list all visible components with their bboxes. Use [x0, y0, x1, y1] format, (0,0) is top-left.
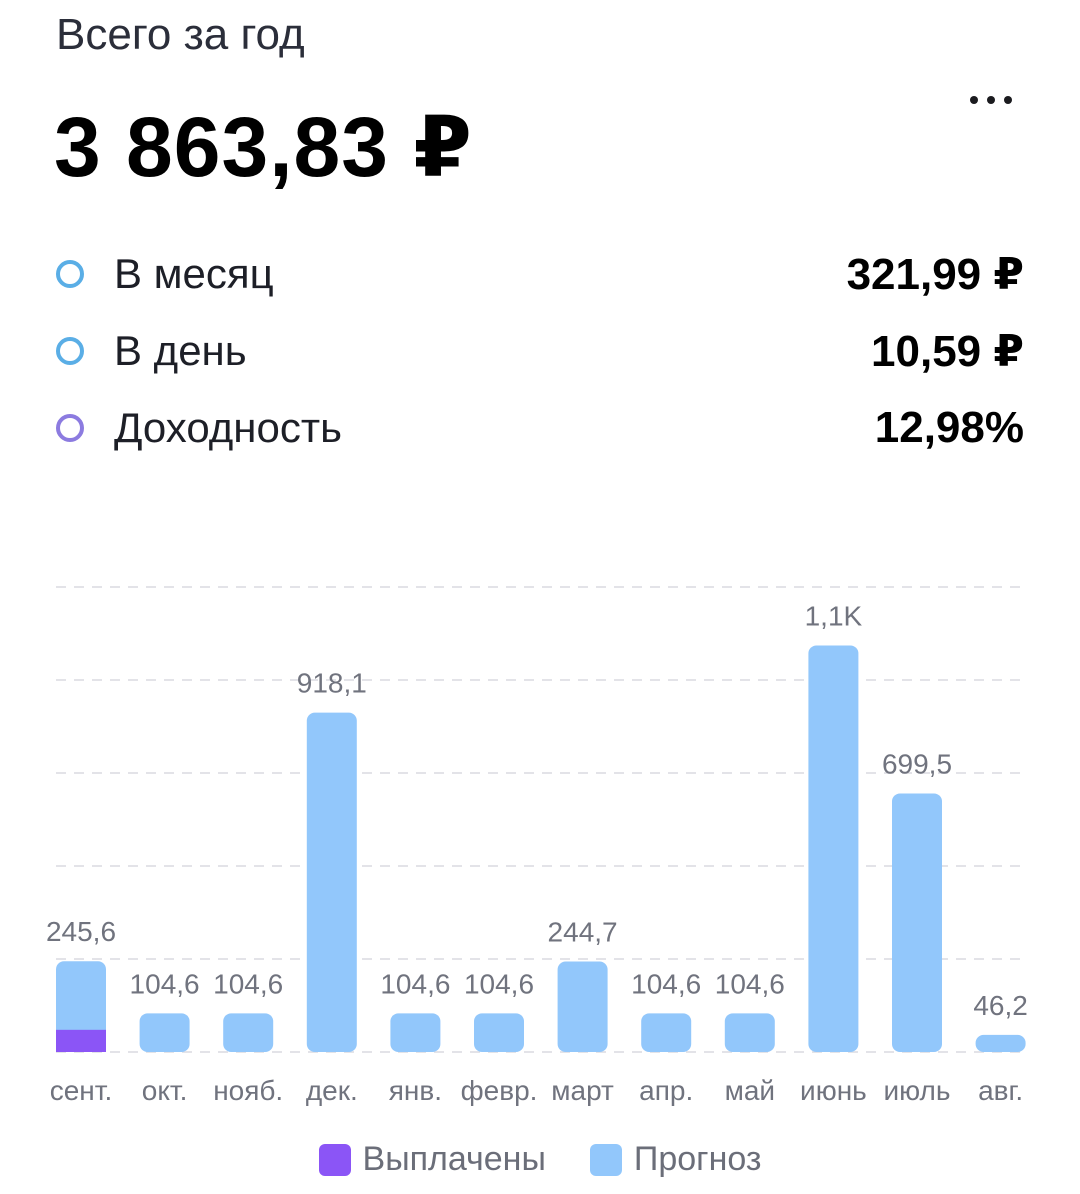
bar-forecast: [808, 645, 859, 1052]
bar-forecast: [724, 1013, 775, 1052]
data-label: 918,1: [297, 668, 367, 699]
data-label: 104,6: [130, 968, 200, 999]
legend-swatch-paid: [318, 1143, 351, 1176]
data-label: 699,5: [882, 748, 952, 779]
data-label: 46,2: [973, 990, 1028, 1021]
x-tick-label: нояб.: [213, 1075, 283, 1106]
dividend-bar-chart: 245,6 сент. 104,6 окт. 104,6 нояб. 918,1 дек. 10…: [46, 586, 1028, 1106]
data-label: 104,6: [380, 968, 450, 999]
more-options-button[interactable]: [952, 80, 1030, 120]
data-label: 104,6: [213, 968, 283, 999]
stat-value: 12,98%: [874, 403, 1024, 452]
bar-forecast: [474, 1013, 524, 1052]
ring-icon: [56, 414, 84, 442]
stat-row-monthly: В месяц 321,99 ₽: [56, 246, 1024, 302]
bar-forecast: [390, 1013, 441, 1052]
yearly-total: 3 863,83 ₽: [54, 100, 473, 194]
legend-swatch-forecast: [589, 1143, 622, 1176]
bar-forecast: [892, 793, 942, 1052]
stat-row-yield: Доходность 12,98%: [56, 400, 1024, 456]
x-tick-label: май: [725, 1075, 775, 1106]
legend-item-paid[interactable]: Выплачены: [318, 1140, 546, 1179]
x-tick-label: февр.: [461, 1075, 538, 1106]
bar-forecast: [306, 712, 357, 1052]
x-tick-label: авг.: [978, 1075, 1023, 1106]
chart-legend: Выплачены Прогноз: [0, 1140, 1080, 1179]
ring-icon: [56, 260, 84, 288]
more-dot-icon: [970, 96, 978, 104]
x-tick-label: июнь: [800, 1075, 867, 1106]
x-tick-label: янв.: [389, 1075, 442, 1106]
bar-paid: [56, 1029, 106, 1052]
stat-label: В день: [114, 327, 247, 374]
x-tick-label: апр.: [639, 1075, 693, 1106]
more-dot-icon: [1004, 96, 1012, 104]
bar-forecast: [223, 1013, 274, 1052]
stat-label: В месяц: [114, 250, 274, 297]
bar-forecast: [56, 961, 106, 1052]
stat-value: 10,59 ₽: [871, 326, 1024, 376]
stat-value: 321,99 ₽: [846, 249, 1024, 299]
stat-label: Доходность: [114, 404, 342, 451]
x-tick-label: сент.: [50, 1075, 113, 1106]
bar-forecast: [975, 1034, 1026, 1052]
x-tick-label: дек.: [306, 1075, 358, 1106]
ring-icon: [56, 337, 84, 365]
data-label: 104,6: [464, 968, 534, 999]
data-label: 244,7: [548, 917, 618, 948]
x-tick-label: окт.: [142, 1075, 188, 1106]
data-label: 1,1K: [805, 600, 863, 631]
legend-label-forecast: Прогноз: [633, 1140, 762, 1178]
stat-row-daily: В день 10,59 ₽: [56, 323, 1024, 379]
page-subtitle: Всего за год: [56, 10, 305, 59]
x-tick-label: март: [551, 1075, 614, 1106]
data-label: 104,6: [715, 968, 785, 999]
data-label: 245,6: [46, 916, 116, 947]
bar-forecast: [641, 1013, 692, 1052]
x-tick-label: июль: [884, 1075, 951, 1106]
data-label: 104,6: [631, 968, 701, 999]
bar-forecast: [139, 1013, 190, 1052]
legend-item-forecast[interactable]: Прогноз: [589, 1140, 762, 1179]
more-dot-icon: [987, 96, 995, 104]
legend-label-paid: Выплачены: [362, 1140, 546, 1178]
bar-forecast: [557, 961, 608, 1052]
